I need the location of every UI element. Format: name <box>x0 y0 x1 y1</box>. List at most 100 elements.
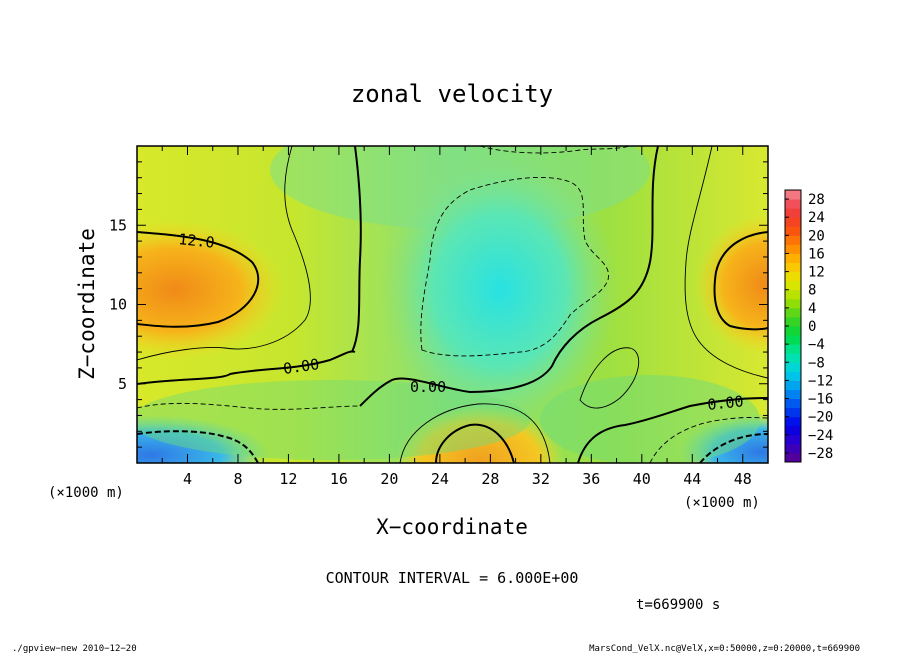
x-tick-label: 8 <box>233 470 242 488</box>
contour-neg6-bottom-left <box>137 402 361 410</box>
colorbar-tick-label: 8 <box>808 283 816 299</box>
colorbar-segment <box>785 280 801 291</box>
x-tick-label: 32 <box>532 470 550 488</box>
contour-0-lower-right <box>577 397 768 463</box>
colorbar-tick-label: 24 <box>808 210 825 226</box>
colorbar-tick-label: 4 <box>808 301 816 317</box>
colorbar-tick-label: 20 <box>808 228 825 244</box>
colorbar: 28 24 20 16 12 8 4 0 −4 −8 −12 −16 −20 −24 −28 <box>785 190 833 463</box>
contour-neg12-bottom-left <box>137 430 259 463</box>
colorbar-segment <box>785 235 801 245</box>
colorbar-tick-label: 16 <box>808 246 825 262</box>
contour-12-bottom <box>435 423 515 463</box>
colorbar-segment <box>785 335 801 345</box>
warm-core-right <box>695 215 768 355</box>
colorbar-segment <box>785 307 801 318</box>
colorbar-segment <box>785 289 801 300</box>
contour-0-left <box>137 350 356 385</box>
contour-6-lower <box>399 403 551 463</box>
colorbar-segment <box>785 389 801 400</box>
colorbar-segment <box>785 244 801 254</box>
velocity-field: 12.0 0.00 0.00 0.00 <box>137 146 768 463</box>
contour-0-center <box>359 146 659 407</box>
colorbar-segment <box>785 326 801 336</box>
colorbar-segment <box>785 208 801 218</box>
contour-label-0-c: 0.00 <box>707 392 745 414</box>
warm-core-bottom <box>395 395 565 463</box>
colorbar-segment <box>785 353 801 363</box>
colorbar-segment <box>785 371 801 381</box>
colorbar-tick-label: −28 <box>808 446 833 462</box>
colorbar-segment <box>785 416 801 427</box>
contour-neg6-center <box>420 177 609 357</box>
colorbar-tick-label: 28 <box>808 192 825 208</box>
lower-right-green <box>540 375 760 463</box>
contour-neg6-bottom-right <box>649 417 768 463</box>
colorbar-segment <box>785 262 801 273</box>
warm-core-left <box>137 220 285 360</box>
contour-0-mid <box>351 146 362 353</box>
colorbar-segment <box>785 316 801 327</box>
colorbar-segment <box>785 434 801 445</box>
footer-left: ./gpview−new 2010−12−20 <box>12 644 137 654</box>
cold-core-bottom-left <box>137 415 270 463</box>
contour-label-12: 12.0 <box>178 230 216 252</box>
x-tick-label: 48 <box>734 470 752 488</box>
colorbar-segment <box>785 398 801 409</box>
contour-neg6-top <box>479 146 631 154</box>
colorbar-tick-label: −24 <box>808 428 833 444</box>
contour-6-left <box>137 146 311 361</box>
contour-neg12-bottom-right <box>699 433 768 463</box>
colorbar-segment <box>785 217 801 227</box>
x-unit-note: (×1000 m) <box>684 495 760 511</box>
x-tick-label: 28 <box>481 470 499 488</box>
colorbar-tick-label: −4 <box>808 337 825 353</box>
contour-12-left <box>137 231 260 328</box>
colorbar-segment <box>785 226 801 236</box>
colorbar-tick-label: −16 <box>808 392 833 408</box>
x-axis-ticks: 4 8 12 16 20 24 28 32 36 40 44 48 <box>161 146 752 488</box>
x-axis-label: X−coordinate <box>376 515 528 539</box>
x-tick-label: 20 <box>380 470 398 488</box>
y-axis-ticks: 5 10 15 <box>109 161 768 448</box>
contour-12-right <box>713 231 768 331</box>
y-tick-label: 15 <box>109 216 127 234</box>
colorbar-tick-label: 12 <box>808 265 825 281</box>
x-tick-label: 24 <box>431 470 449 488</box>
colorbar-frame <box>784 189 802 463</box>
colorbar-segment <box>785 298 801 309</box>
contour-label-0-a: 0.00 <box>282 355 320 378</box>
time-text: t=669900 s <box>636 597 720 613</box>
x-tick-label: 16 <box>330 470 348 488</box>
contour-interval-text: CONTOUR INTERVAL = 6.000E+00 <box>326 569 579 587</box>
colorbar-segment <box>785 443 801 454</box>
colorbar-segment <box>785 344 801 354</box>
cool-core <box>380 150 620 430</box>
colorbar-segment <box>785 271 801 282</box>
x-tick-label: 36 <box>582 470 600 488</box>
colorbar-segment <box>785 253 801 264</box>
x-tick-label: 44 <box>683 470 701 488</box>
x-tick-label: 4 <box>183 470 192 488</box>
colorbar-segment <box>785 452 801 463</box>
colorbar-segment <box>785 380 801 390</box>
contour-6-small <box>579 347 640 409</box>
contour-label-0-b: 0.00 <box>410 378 446 396</box>
x-tick-label: 12 <box>279 470 297 488</box>
y-tick-label: 5 <box>118 375 127 393</box>
colorbar-segment <box>785 190 801 200</box>
colorbar-tick-label: −8 <box>808 355 825 371</box>
contour-6-right <box>684 146 768 379</box>
footer-right: MarsCond_VelX.nc@VelX,x=0:50000,z=0:2000… <box>589 644 860 654</box>
colorbar-tick-label: 0 <box>808 319 816 335</box>
colorbar-segment <box>785 407 801 418</box>
y-tick-label: 10 <box>109 296 127 314</box>
colorbar-segment <box>785 425 801 436</box>
colorbar-segment <box>785 199 801 209</box>
x-tick-label: 40 <box>633 470 651 488</box>
colorbar-tick-label: −20 <box>808 410 833 426</box>
colorbar-tick-label: −12 <box>808 373 833 389</box>
colorbar-segment <box>785 362 801 372</box>
y-axis-label: Z−coordinate <box>75 228 99 380</box>
